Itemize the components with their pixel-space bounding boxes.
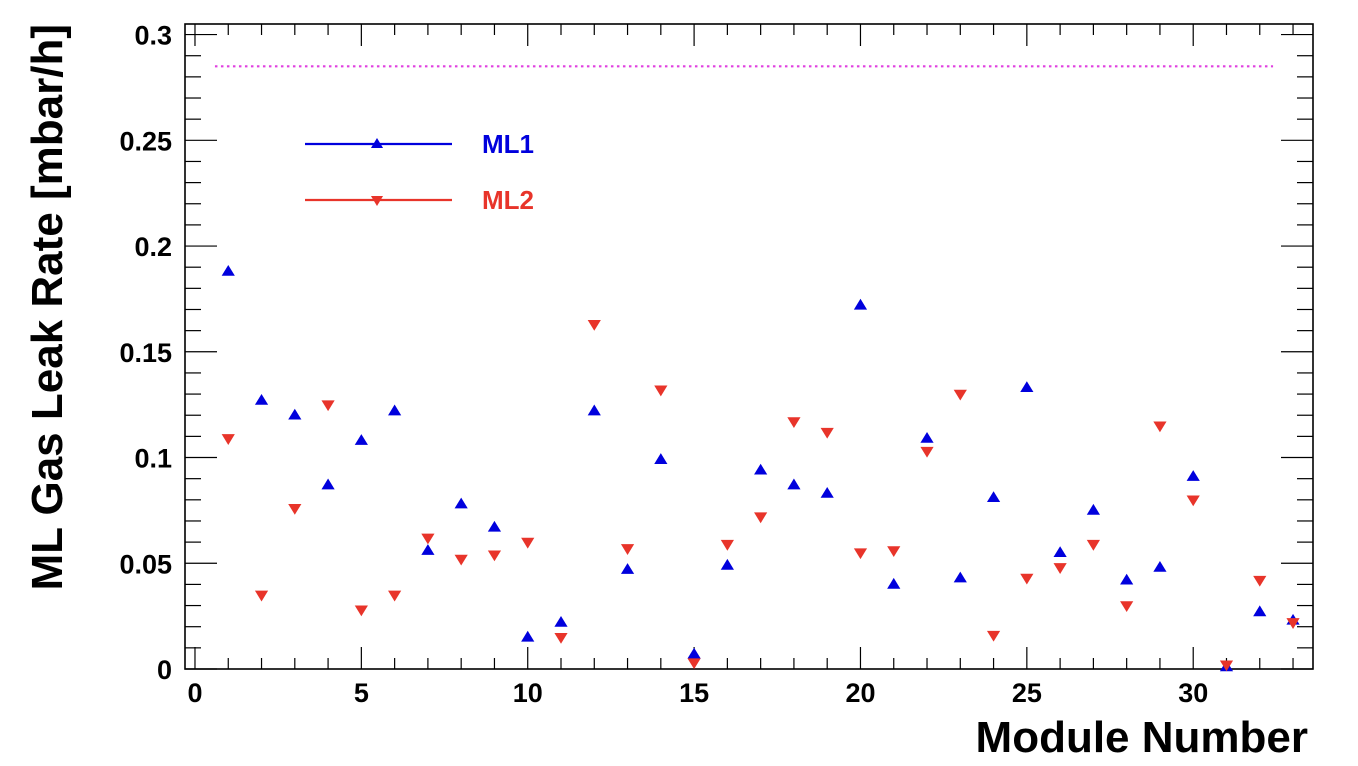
ml2-data-point: [554, 632, 568, 644]
ml1-data-point: [1020, 381, 1034, 393]
ml2-data-point: [1153, 421, 1167, 433]
ml1-data-point: [221, 264, 235, 276]
ml1-data-point: [1186, 470, 1200, 481]
ml1-data-point: [421, 544, 435, 555]
x-tick-label: 30: [1178, 678, 1208, 708]
ml2-data-point: [1053, 563, 1067, 574]
ml1-data-point: [354, 434, 368, 445]
legend-label-1: ML1: [482, 129, 534, 159]
ml1-data-point: [554, 615, 568, 627]
legend-label-2: ML2: [482, 185, 534, 215]
ml1-data-point: [687, 647, 701, 659]
ml1-data-point: [587, 404, 601, 416]
x-tick-label: 0: [187, 678, 202, 708]
ml2-data-point: [1219, 660, 1234, 672]
ml2-data-point: [487, 550, 502, 562]
ml2-data-point: [1086, 539, 1100, 551]
ml1-data-point: [388, 404, 402, 416]
ml1-data-point: [487, 520, 502, 532]
ml2-data-point: [1253, 575, 1267, 587]
ml1-data-point: [521, 630, 535, 642]
ml2-data-point: [654, 385, 668, 397]
ml1-data-point: [620, 563, 635, 574]
ml1-data-point: [321, 478, 335, 490]
ml2-data-point: [254, 590, 269, 602]
ml1-data-point: [1086, 503, 1100, 515]
ml1-data-point: [454, 497, 468, 509]
legend: ML1 ML2: [305, 129, 534, 215]
ml2-data-point: [221, 434, 235, 445]
ml2-data-point: [920, 446, 934, 458]
ml1-data-point: [1053, 546, 1067, 558]
ml1-data-point: [787, 478, 801, 490]
ml1-data-point: [654, 453, 668, 464]
axis-ticks: [185, 24, 1313, 670]
y-tick-label: 0: [157, 655, 172, 685]
y-tick-label: 0.3: [134, 21, 172, 51]
ml1-data-point: [986, 491, 1001, 503]
y-axis-title: ML Gas Leak Rate [mbar/h]: [23, 24, 72, 590]
legend-marker-1: [370, 138, 384, 148]
ml2-data-point: [354, 605, 368, 617]
ml2-data-point: [720, 539, 734, 551]
ml2-data-point: [887, 546, 901, 558]
ml2-data-point: [986, 630, 1001, 642]
ml2-data-point: [1020, 573, 1034, 585]
ml2-data-point: [521, 537, 535, 549]
ml2-data-point: [1186, 495, 1200, 507]
ml2-data-point: [687, 658, 701, 670]
plot-frame: [184, 23, 1314, 670]
x-tick-label: 15: [679, 678, 709, 708]
x-tick-label: 25: [1012, 678, 1042, 708]
x-axis-title: Module Number: [976, 713, 1308, 762]
axis-tick-labels: 0 5 10 15 20 25 30 0 0.05 0.1 0.15 0.2 0.25 0.3: [119, 21, 1208, 708]
ml2-data-point: [953, 389, 967, 401]
y-tick-label: 0.25: [119, 126, 172, 156]
ml2-data-point: [853, 548, 868, 560]
ml2-data-point: [1120, 601, 1134, 613]
ml2-data-point: [820, 427, 834, 439]
ml1-data-point: [1120, 573, 1134, 585]
ml1-data-point: [920, 432, 934, 443]
data-points: [221, 264, 1300, 672]
plot-frame-border: [184, 23, 1314, 670]
ml2-data-point: [421, 533, 435, 545]
ml1-data-point: [288, 408, 302, 420]
ml2-data-point: [1286, 618, 1300, 629]
y-tick-label: 0.2: [134, 232, 172, 262]
ml1-data-point: [820, 486, 834, 498]
legend-marker-2: [370, 196, 384, 206]
ml2-data-point: [388, 590, 402, 602]
ml1-data-point: [754, 463, 768, 475]
ml2-data-point: [620, 544, 635, 555]
x-tick-label: 5: [354, 678, 369, 708]
ml1-data-point: [254, 393, 269, 405]
ml1-data-point: [853, 298, 868, 310]
ml2-data-point: [321, 400, 335, 412]
y-tick-label: 0.15: [119, 338, 172, 368]
y-tick-label: 0.1: [134, 444, 172, 474]
ml1-data-point: [1153, 561, 1167, 572]
ml2-data-point: [587, 319, 601, 331]
ml1-data-point: [887, 577, 901, 589]
ml1-data-point: [953, 571, 967, 583]
x-tick-label: 10: [513, 678, 543, 708]
ml2-data-point: [754, 512, 768, 524]
x-tick-label: 20: [845, 678, 875, 708]
ml1-data-point: [720, 558, 734, 570]
y-tick-label: 0.05: [119, 549, 172, 579]
ml2-data-point: [787, 417, 801, 429]
ml2-data-point: [288, 503, 302, 515]
ml1-data-point: [1253, 605, 1267, 617]
ml2-data-point: [454, 554, 468, 566]
